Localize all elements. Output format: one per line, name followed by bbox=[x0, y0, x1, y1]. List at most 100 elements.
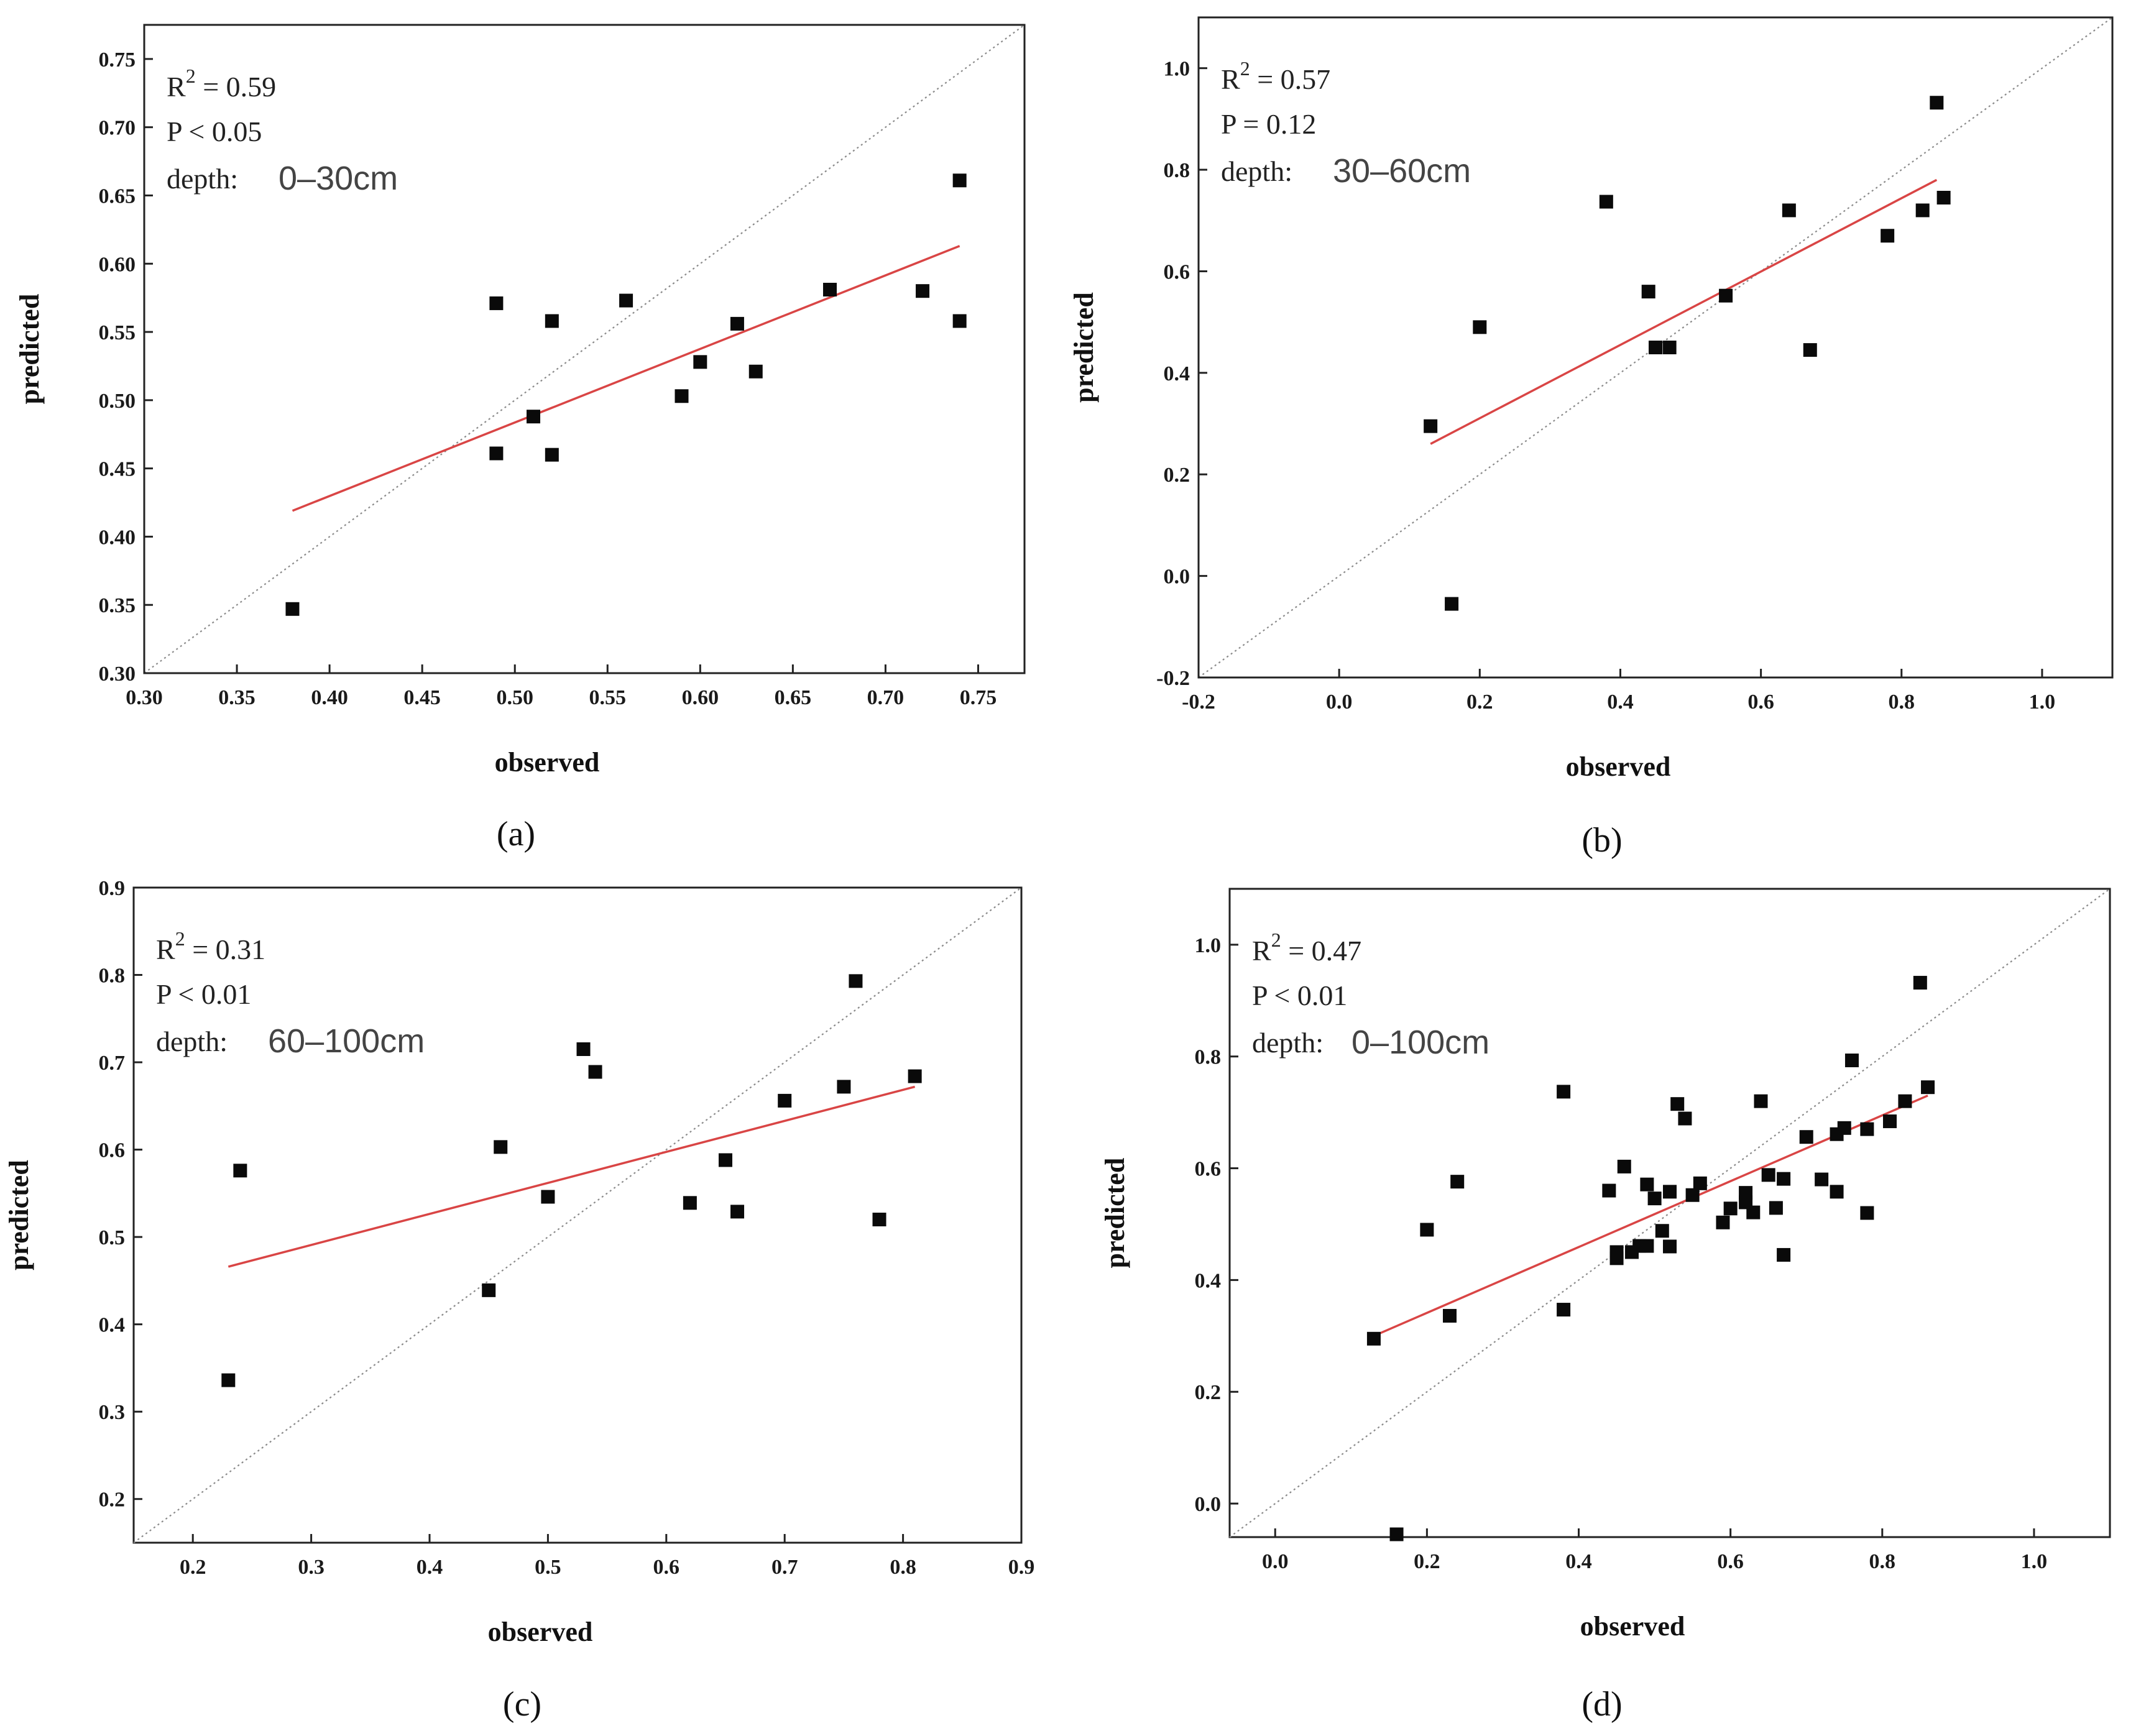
data-point bbox=[1655, 1224, 1669, 1238]
data-point bbox=[233, 1164, 247, 1178]
y-tick-label: 1.0 bbox=[1164, 58, 1190, 81]
plot-frame bbox=[1197, 16, 2114, 679]
data-point bbox=[1913, 976, 1927, 990]
y-tick-label: 0.55 bbox=[99, 321, 136, 344]
y-tick-label: 0.40 bbox=[99, 526, 136, 549]
y-axis-label: predicted bbox=[1100, 1158, 1130, 1269]
one-to-one-line bbox=[1229, 888, 2111, 1538]
data-point bbox=[1685, 1188, 1700, 1202]
x-tick-label: 0.6 bbox=[653, 1556, 680, 1579]
x-tick-label: 0.4 bbox=[1565, 1550, 1592, 1573]
data-point bbox=[545, 448, 559, 462]
data-point bbox=[619, 293, 633, 308]
data-point bbox=[908, 1069, 922, 1083]
data-point bbox=[1609, 1251, 1624, 1265]
plot-frame bbox=[143, 24, 1026, 674]
x-tick-label: 0.0 bbox=[1326, 691, 1353, 714]
y-tick-label: 0.65 bbox=[99, 185, 136, 208]
y-tick-label: 0.7 bbox=[99, 1052, 126, 1075]
data-point bbox=[1915, 203, 1930, 218]
y-tick-label: 0.60 bbox=[99, 253, 136, 276]
y-tick-label: 0.6 bbox=[1164, 260, 1190, 283]
data-point bbox=[1803, 343, 1817, 357]
y-tick-label: 0.70 bbox=[99, 117, 136, 140]
scatter-panel-b: -0.2 0.0 0.2 0.4 0.6 0.8 1.0 -0.2 0.0 0.2 0.4 0.6 0.… bbox=[1069, 16, 2114, 860]
data-point bbox=[489, 296, 504, 310]
x-tick-label: 0.2 bbox=[1466, 691, 1493, 714]
data-point bbox=[952, 173, 967, 188]
y-tick-label: 0.4 bbox=[1164, 362, 1190, 385]
x-tick-label: 0.75 bbox=[960, 686, 997, 709]
panel-label: (b) bbox=[1582, 821, 1622, 860]
data-point bbox=[541, 1190, 555, 1204]
data-point bbox=[683, 1196, 697, 1210]
one-to-one-line bbox=[144, 24, 1025, 674]
y-tick-label: 0.6 bbox=[99, 1139, 126, 1162]
data-point bbox=[1837, 1121, 1851, 1135]
data-point bbox=[872, 1213, 886, 1227]
y-tick-label: 1.0 bbox=[1195, 934, 1222, 957]
data-point bbox=[730, 316, 744, 331]
r-squared-annotation: R2 = 0.31 bbox=[156, 927, 265, 965]
data-point bbox=[1641, 285, 1655, 299]
x-tick-label: 0.8 bbox=[1889, 691, 1915, 714]
y-tick-label: 0.45 bbox=[99, 458, 136, 481]
regression-line bbox=[292, 245, 960, 512]
data-point bbox=[285, 602, 300, 616]
x-tick-label: 0.2 bbox=[180, 1556, 206, 1579]
depth-value: 0–100cm bbox=[1351, 1024, 1489, 1061]
y-tick-label: 0.2 bbox=[1195, 1381, 1222, 1404]
data-point bbox=[545, 314, 559, 328]
scatter-panel-c: 0.2 0.3 0.4 0.5 0.6 0.7 0.8 0.9 0.2 0.3 0.4 0.5 0.6 0… bbox=[4, 877, 1034, 1724]
x-axis-label: observed bbox=[488, 1617, 593, 1647]
x-tick-label: -0.2 bbox=[1182, 691, 1215, 714]
depth-label: depth: bbox=[156, 1026, 228, 1057]
p-value-annotation: P < 0.01 bbox=[1252, 980, 1347, 1011]
x-tick-label: 1.0 bbox=[2021, 1550, 2048, 1573]
x-tick-label: 0.35 bbox=[218, 686, 256, 709]
y-tick-label: 0.5 bbox=[99, 1226, 126, 1249]
data-point bbox=[1602, 1183, 1616, 1198]
data-point bbox=[748, 364, 763, 379]
p-value-annotation: P = 0.12 bbox=[1221, 108, 1316, 140]
data-point bbox=[1777, 1172, 1791, 1186]
data-point bbox=[1445, 597, 1459, 611]
plot-frame bbox=[132, 886, 1023, 1544]
x-tick-label: 0.9 bbox=[1008, 1556, 1035, 1579]
data-point bbox=[1649, 341, 1662, 354]
depth-value: 60–100cm bbox=[268, 1022, 425, 1060]
data-point bbox=[719, 1153, 732, 1167]
data-point bbox=[675, 389, 689, 403]
data-point bbox=[849, 974, 863, 988]
data-point bbox=[1716, 1215, 1730, 1229]
data-point bbox=[822, 282, 837, 296]
depth-value: 30–60cm bbox=[1333, 152, 1471, 190]
data-point bbox=[494, 1140, 508, 1154]
data-point bbox=[1389, 1527, 1404, 1541]
r-squared-annotation: R2 = 0.47 bbox=[1252, 929, 1361, 967]
x-tick-label: 0.8 bbox=[890, 1556, 916, 1579]
data-point bbox=[730, 1205, 745, 1219]
x-tick-label: 0.6 bbox=[1717, 1550, 1744, 1573]
data-point bbox=[1640, 1177, 1654, 1192]
y-tick-label: 0.0 bbox=[1195, 1493, 1222, 1516]
r-squared-annotation: R2 = 0.57 bbox=[1221, 57, 1330, 95]
data-point bbox=[1670, 1097, 1685, 1111]
panel-label: (a) bbox=[497, 815, 535, 853]
data-point bbox=[837, 1080, 851, 1094]
panel-label: (c) bbox=[503, 1685, 541, 1724]
x-tick-label: 0.4 bbox=[1607, 691, 1634, 714]
data-point bbox=[1678, 1111, 1692, 1126]
x-tick-label: 0.7 bbox=[771, 1556, 798, 1579]
data-point bbox=[1921, 1080, 1935, 1095]
r-squared-annotation: R2 = 0.59 bbox=[167, 65, 276, 103]
data-point bbox=[1617, 1159, 1631, 1173]
scatter-panel-a: 0.30 0.35 0.40 0.45 0.50 0.55 0.60 0.65 0.70 0.75… bbox=[14, 24, 1026, 853]
data-point bbox=[1420, 1223, 1434, 1237]
x-tick-label: 0.55 bbox=[589, 686, 627, 709]
y-tick-label: 0.4 bbox=[1195, 1269, 1222, 1292]
y-tick-label: 0.8 bbox=[1195, 1046, 1222, 1069]
depth-value: 0–30cm bbox=[279, 160, 398, 197]
data-point bbox=[1424, 419, 1438, 433]
x-tick-label: 0.50 bbox=[496, 686, 533, 709]
